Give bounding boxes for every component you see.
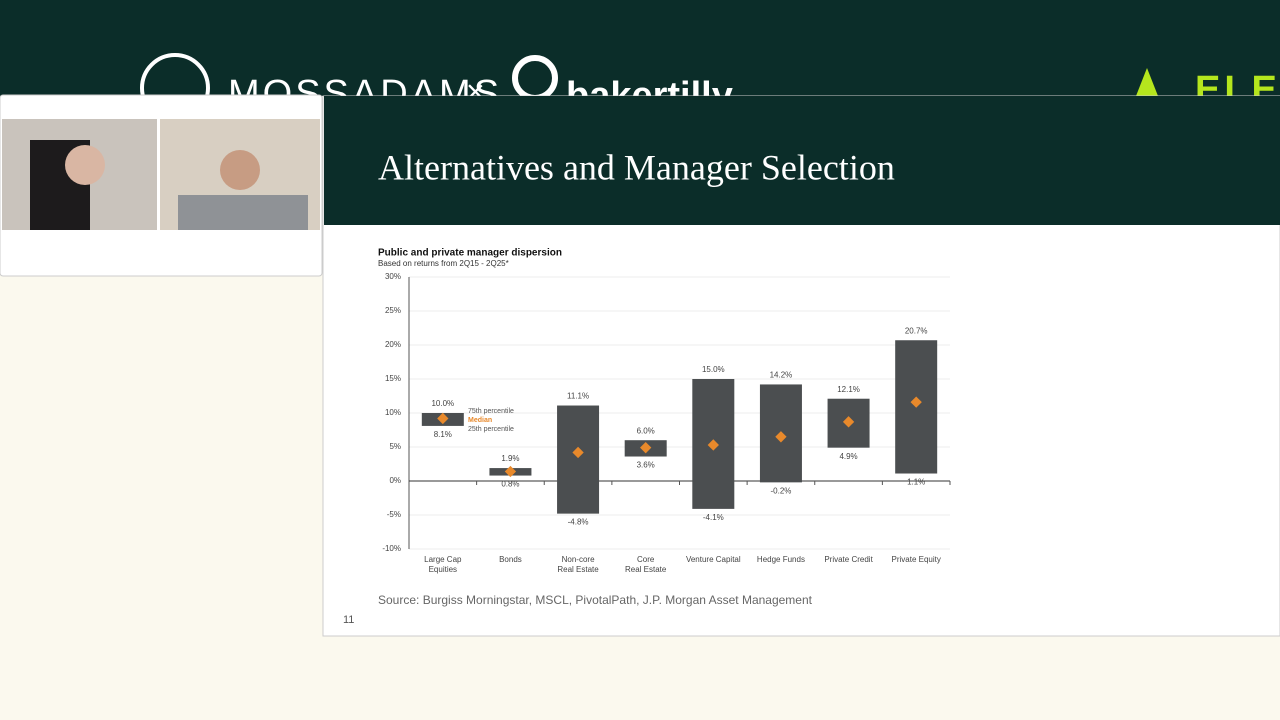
y-tick-label: 30% [385, 272, 401, 281]
x-tick-label: Venture Capital [686, 555, 741, 564]
x-tick-label: Hedge Funds [757, 555, 805, 564]
x-tick-label: Equities [429, 565, 457, 574]
median-marker [775, 431, 787, 443]
participant-face [220, 150, 260, 190]
y-tick-label: 25% [385, 306, 401, 315]
data-label: 20.7% [905, 326, 928, 335]
participant [178, 195, 308, 230]
logo-mark [1136, 68, 1158, 96]
y-tick-label: 5% [389, 442, 401, 451]
data-label: -4.8% [568, 518, 589, 527]
x-tick-label: Real Estate [625, 565, 667, 574]
data-label: 1.1% [907, 478, 925, 487]
x-tick-label: Real Estate [557, 565, 599, 574]
median-marker [707, 439, 719, 451]
data-label: -4.1% [703, 513, 724, 522]
median-marker [437, 412, 449, 425]
x-tick-label: Core [637, 555, 655, 564]
x-tick-label: Non-core [562, 555, 595, 564]
source: Source: Burgiss Morningstar, MSCL, Pivot… [378, 593, 813, 607]
data-label: 1.9% [501, 454, 519, 463]
y-tick-label: -5% [387, 510, 401, 519]
data-label: 11.1% [567, 392, 589, 401]
legend-entry: 25th percentile [468, 426, 514, 433]
participant-face [65, 145, 105, 185]
median-marker [572, 446, 584, 459]
range-bar [557, 405, 600, 514]
chart-title: Public and private manager dispersion [378, 248, 562, 259]
y-tick-label: 20% [385, 340, 401, 349]
x-tick-label: Large Cap [424, 555, 462, 564]
y-tick-label: 10% [385, 408, 401, 417]
median-marker [504, 465, 517, 478]
slide-header [324, 96, 1280, 225]
chart-subtitle: Based on returns from 2Q15 - 2Q25* [378, 259, 509, 268]
data-label: 0.8% [501, 480, 519, 489]
data-label: 14.2% [770, 371, 793, 380]
y-tick-label: 15% [385, 374, 401, 383]
data-label: 8.1% [434, 430, 452, 439]
data-label: 10.0% [431, 399, 454, 408]
x-tick-label: Private Credit [824, 555, 873, 564]
data-label: -0.2% [770, 486, 791, 495]
median-marker [640, 442, 652, 454]
data-label: 12.1% [837, 385, 860, 394]
page-number: 11 [343, 614, 354, 626]
legend-entry: 75th percentile [468, 408, 514, 415]
top-banner [0, 0, 1280, 96]
x-tick-label: Bonds [499, 555, 522, 564]
y-tick-label: -10% [382, 544, 401, 553]
median-marker [842, 416, 855, 428]
slide-title: Alternatives and Manager Selection [378, 147, 895, 187]
legend-entry: Median [468, 417, 492, 424]
y-tick-label: 0% [389, 476, 401, 485]
x-tick-label: Private Equity [892, 555, 941, 564]
data-label: 15.0% [702, 365, 725, 374]
data-label: 6.0% [637, 426, 655, 435]
chart: -10% -5% 0% 5% 10% 15% 20% 25% 30% Large CapEquit… [382, 272, 951, 574]
median-marker [910, 396, 922, 408]
data-label: 4.9% [839, 452, 857, 461]
data-label: 3.6% [637, 461, 655, 470]
